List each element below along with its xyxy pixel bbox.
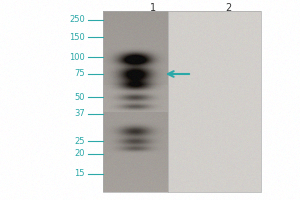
- Text: 75: 75: [74, 70, 85, 78]
- Text: 2: 2: [225, 3, 231, 13]
- Text: 37: 37: [74, 110, 85, 118]
- Bar: [103, 11, 261, 192]
- Text: 100: 100: [69, 52, 85, 62]
- Text: 250: 250: [69, 16, 85, 24]
- Text: 1: 1: [150, 3, 156, 13]
- Text: 20: 20: [74, 150, 85, 158]
- Text: 50: 50: [74, 92, 85, 102]
- Text: 150: 150: [69, 32, 85, 42]
- Text: 15: 15: [74, 170, 85, 178]
- Text: 25: 25: [74, 136, 85, 146]
